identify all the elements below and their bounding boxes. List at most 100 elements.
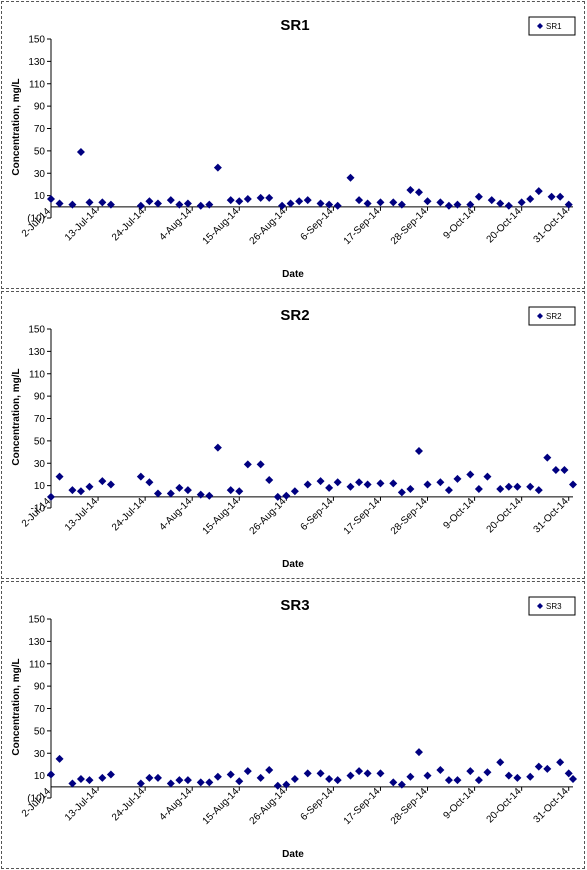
data-point <box>569 480 577 489</box>
data-point <box>526 482 535 491</box>
data-point <box>76 774 85 783</box>
data-point <box>376 769 385 778</box>
data-point <box>363 480 372 489</box>
data-point <box>513 482 522 491</box>
data-point <box>265 476 274 485</box>
data-point <box>534 187 543 196</box>
data-point <box>466 200 475 209</box>
x-tick-label: 15-Aug-14 <box>201 206 242 247</box>
scatter-chart-sr2: SR2 -10 10 30 50 70 90 110 130 150 2-Jul-14 13-Jul-… <box>11 306 577 570</box>
data-point <box>436 478 445 487</box>
legend-label: SR3 <box>546 602 562 611</box>
x-tick-label: 24-Jul-14 <box>110 206 148 244</box>
data-point <box>397 200 406 209</box>
x-tick-label: 20-Oct-14 <box>485 206 525 246</box>
data-point <box>145 478 154 487</box>
chart-title: SR3 <box>280 597 309 614</box>
data-point <box>453 776 462 785</box>
data-point <box>106 200 115 209</box>
data-point <box>355 196 364 205</box>
data-point <box>423 771 432 780</box>
data-point <box>423 480 432 489</box>
y-tick-label: 50 <box>34 146 46 157</box>
data-point <box>235 197 244 206</box>
data-point <box>534 486 543 495</box>
data-point <box>333 478 342 487</box>
data-point <box>547 192 556 201</box>
legend-box <box>528 306 576 326</box>
data-point <box>444 776 453 785</box>
data-point <box>290 774 299 783</box>
data-point <box>183 776 192 785</box>
data-point <box>556 758 565 767</box>
y-tick-label: 70 <box>34 124 46 135</box>
data-point <box>504 201 513 210</box>
data-point <box>534 762 543 771</box>
data-point <box>363 199 372 208</box>
data-point <box>316 769 325 778</box>
y-tick-label: 10 <box>34 481 46 492</box>
data-point <box>316 199 325 208</box>
data-point <box>213 772 222 781</box>
legend: SR3 <box>528 596 576 616</box>
data-point <box>355 767 364 776</box>
legend-marker <box>537 23 543 29</box>
y-tick-label: 110 <box>29 369 45 380</box>
data-point <box>564 200 573 209</box>
x-tick-label: 28-Sep-14 <box>389 206 430 247</box>
data-point <box>543 453 552 462</box>
y-tick-label: 150 <box>28 615 45 626</box>
data-point <box>175 200 184 209</box>
data-point <box>389 198 398 207</box>
data-point <box>183 486 192 495</box>
data-point <box>205 778 214 787</box>
data-point <box>136 472 145 481</box>
data-point <box>355 478 364 487</box>
data-point <box>175 776 184 785</box>
x-tick-label: 31-Oct-14 <box>532 786 572 826</box>
x-axis-label: Date <box>282 559 304 570</box>
data-point <box>436 198 445 207</box>
data-point <box>85 776 94 785</box>
y-tick-label: 10 <box>34 771 46 782</box>
data-point <box>517 198 526 207</box>
data-point <box>85 482 94 491</box>
legend-label: SR2 <box>546 312 562 321</box>
x-tick-label: 9-Oct-14 <box>441 206 477 242</box>
data-point <box>483 768 492 777</box>
data-point <box>466 470 475 479</box>
data-point <box>526 772 535 781</box>
data-point <box>303 769 312 778</box>
data-point <box>487 196 496 205</box>
data-point <box>98 477 107 486</box>
data-point <box>496 758 505 767</box>
data-point <box>278 201 287 210</box>
data-point <box>483 472 492 481</box>
data-point <box>564 769 573 778</box>
x-tick-label: 2-Jul-14 <box>20 206 54 240</box>
y-tick-label: 150 <box>28 325 45 336</box>
data-point <box>145 773 154 782</box>
data-point <box>423 197 432 206</box>
data-point <box>213 163 222 172</box>
legend-box <box>528 596 576 616</box>
data-point <box>376 479 385 488</box>
x-tick-label: 13-Jul-14 <box>63 496 101 534</box>
x-tick-label: 13-Jul-14 <box>63 206 101 244</box>
data-point <box>136 779 145 788</box>
data-point <box>414 446 423 455</box>
data-point <box>474 484 483 493</box>
data-point <box>256 193 265 202</box>
x-tick-label: 28-Sep-14 <box>389 496 430 537</box>
legend-box <box>528 16 576 36</box>
data-point <box>346 771 355 780</box>
scatter-chart-sr3: SR3 (10) 10 30 50 70 90 110 130 150 2-Jul-14 13-Jul… <box>11 596 577 860</box>
y-tick-label: 130 <box>28 637 45 648</box>
data-point <box>273 781 282 790</box>
legend-marker <box>537 313 543 319</box>
x-tick-label: 24-Jul-14 <box>110 496 148 534</box>
data-point <box>265 766 274 775</box>
data-point <box>526 194 535 203</box>
data-point <box>504 771 513 780</box>
data-point <box>346 173 355 182</box>
